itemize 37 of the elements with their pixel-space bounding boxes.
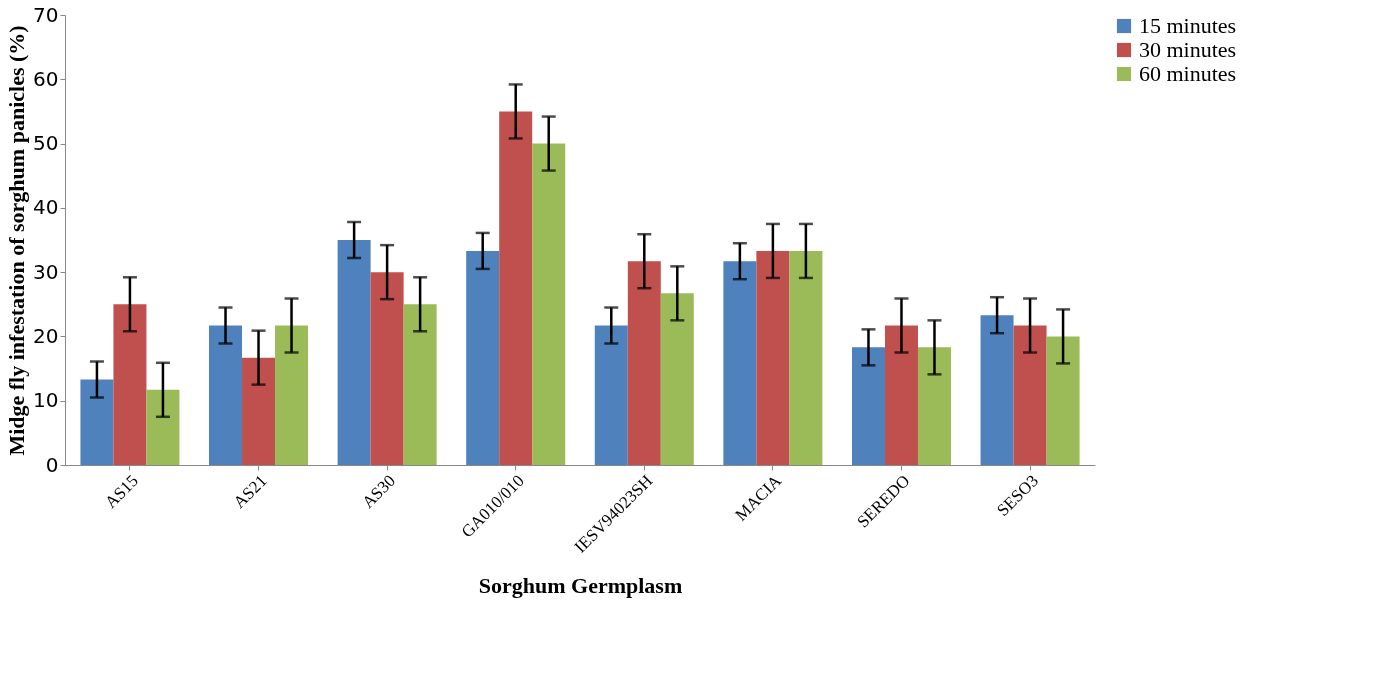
bar (789, 250, 823, 465)
bar (1046, 336, 1080, 465)
bar (532, 143, 566, 465)
bar (275, 325, 309, 465)
y-tick-label: 40 (33, 195, 59, 220)
y-tick-label: 0 (45, 452, 59, 477)
bar (146, 389, 180, 465)
bar (594, 325, 628, 465)
bar (980, 315, 1014, 465)
bar (403, 304, 437, 465)
bar (1013, 325, 1047, 465)
bar (660, 293, 694, 465)
legend-label: 60 minutes (1139, 61, 1237, 86)
y-axis-title: Midge fly infestation of sorghum panicles (%) (4, 25, 30, 456)
bar (209, 325, 243, 465)
bar (756, 250, 790, 465)
bar (884, 325, 918, 465)
bar (627, 261, 661, 465)
bar (370, 272, 404, 465)
y-tick-label: 20 (33, 323, 59, 348)
y-tick-label: 50 (33, 131, 59, 156)
bar (917, 347, 951, 465)
x-axis-title: Sorghum Germplasm (478, 572, 683, 598)
bar (242, 357, 276, 465)
bar (337, 240, 371, 465)
bar (466, 250, 500, 465)
bar (851, 347, 885, 465)
bar (80, 379, 114, 465)
legend-label: 15 minutes (1139, 13, 1237, 38)
y-tick-label: 60 (33, 66, 59, 91)
y-tick-label: 10 (33, 388, 59, 413)
y-tick-label: 70 (33, 2, 59, 27)
bar (723, 261, 757, 465)
legend-label: 30 minutes (1139, 37, 1237, 62)
bar (113, 304, 147, 465)
y-tick-label: 30 (33, 259, 59, 284)
bar (499, 111, 533, 465)
